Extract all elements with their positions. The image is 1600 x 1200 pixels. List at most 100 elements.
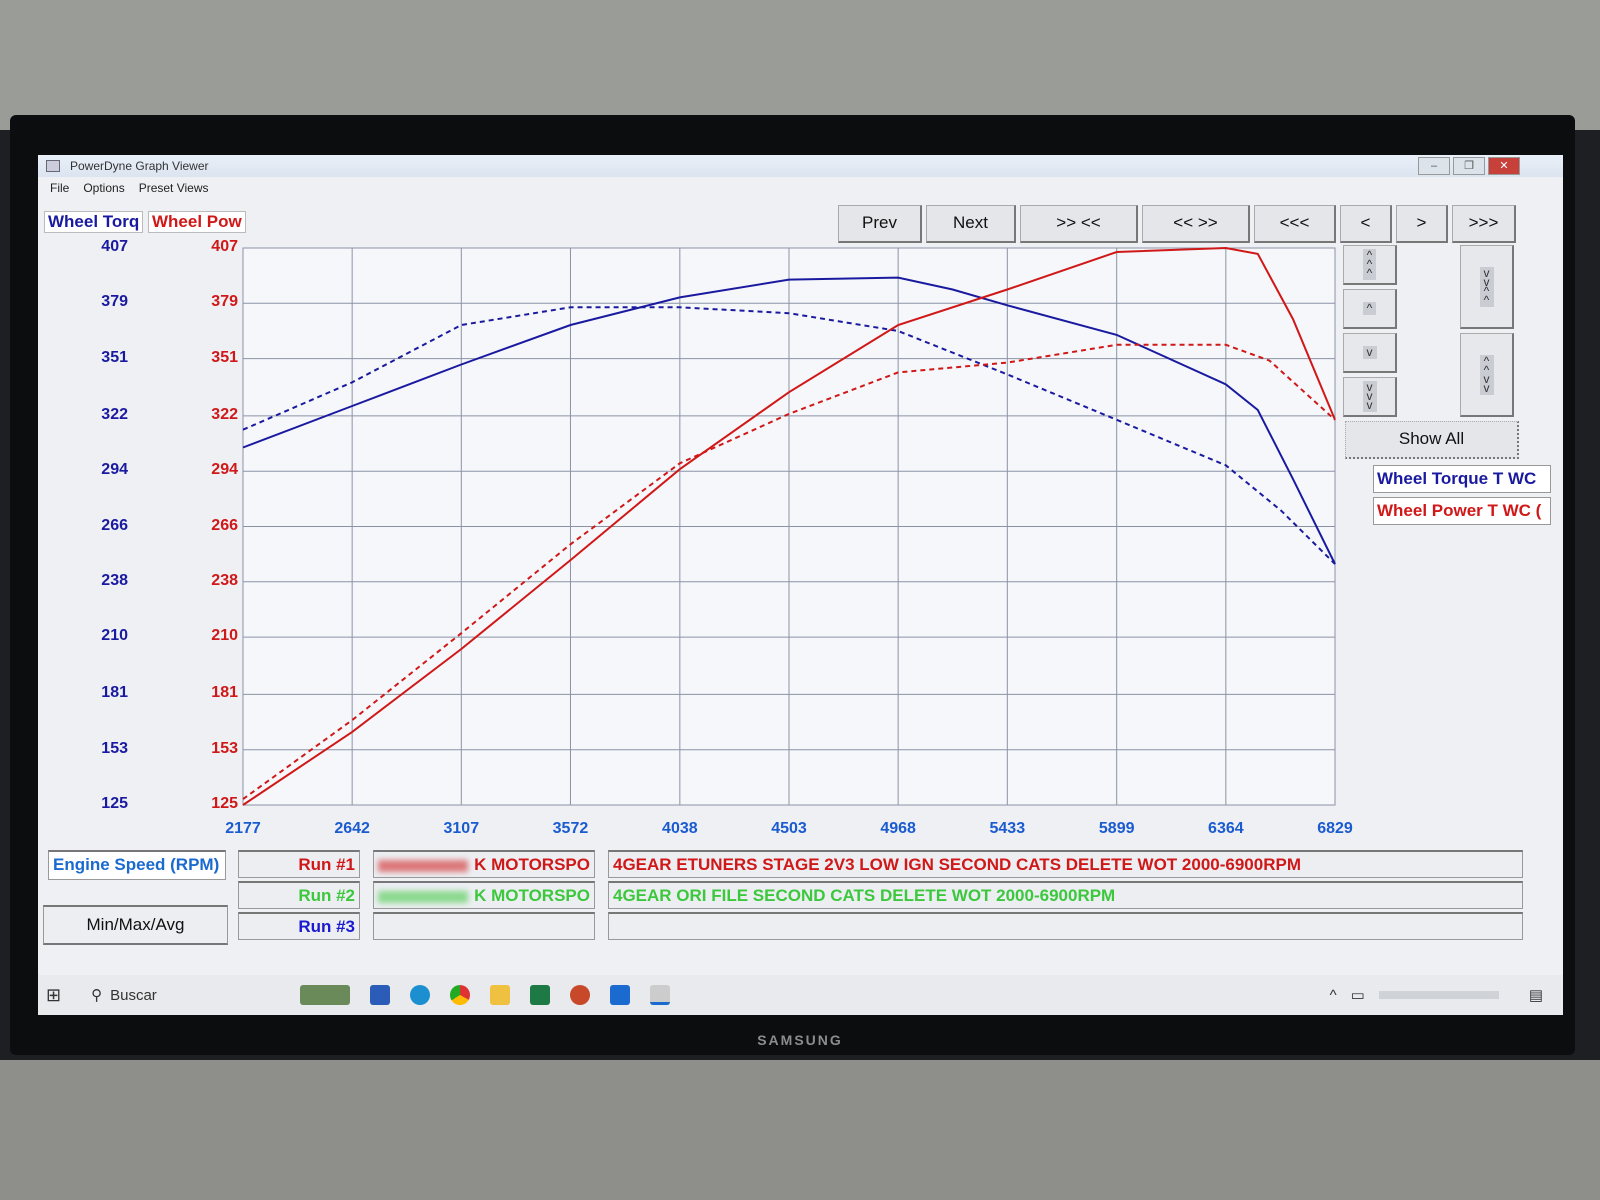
zoom-in-x-button[interactable]: >> << bbox=[1020, 205, 1138, 243]
scroll-far-left-button[interactable]: <<< bbox=[1254, 205, 1336, 243]
run-label[interactable]: Run #2 bbox=[238, 881, 360, 909]
background-desk bbox=[0, 1060, 1600, 1200]
legend-wheel-power[interactable]: Wheel Power T WC ( bbox=[1373, 497, 1551, 525]
legend-wheel-torque[interactable]: Wheel Torque T WC bbox=[1373, 465, 1551, 493]
search-highlight-icon bbox=[300, 985, 351, 1005]
menu-options[interactable]: Options bbox=[83, 181, 125, 195]
edge-icon[interactable] bbox=[410, 985, 431, 1005]
y-tick-right: 407 bbox=[211, 238, 238, 255]
x-tick: 4503 bbox=[771, 820, 807, 837]
y-tick-left: 351 bbox=[101, 348, 128, 366]
scroll-down-fast-button[interactable]: v v v bbox=[1343, 377, 1397, 417]
network-icon[interactable]: ▭ bbox=[1350, 987, 1365, 1004]
prev-button[interactable]: Prev bbox=[838, 205, 922, 243]
run-description[interactable] bbox=[608, 912, 1523, 940]
y-tick-left: 125 bbox=[101, 795, 128, 812]
scroll-left-button[interactable]: < bbox=[1340, 205, 1392, 243]
run-label[interactable]: Run #3 bbox=[238, 912, 360, 940]
y-tick-left: 379 bbox=[101, 293, 128, 311]
y-tick-left: 210 bbox=[101, 627, 128, 645]
outlook-icon[interactable] bbox=[610, 985, 631, 1005]
x-tick: 5899 bbox=[1098, 820, 1135, 837]
word-icon[interactable] bbox=[370, 985, 391, 1005]
run-description[interactable]: 4GEAR ORI FILE SECOND CATS DELETE WOT 20… bbox=[608, 881, 1523, 909]
scroll-far-right-button[interactable]: >>> bbox=[1452, 205, 1516, 243]
scroll-down-button[interactable]: v bbox=[1343, 333, 1397, 373]
series-line-1 bbox=[242, 306, 1336, 565]
y-tick-left: 294 bbox=[101, 461, 128, 479]
windows-start-icon[interactable]: ⊞ bbox=[46, 984, 62, 1005]
window-title: PowerDyne Graph Viewer bbox=[70, 159, 209, 173]
y-tick-right: 322 bbox=[211, 405, 238, 423]
x-tick: 6829 bbox=[1317, 820, 1353, 837]
min-max-avg-button[interactable]: Min/Max/Avg bbox=[43, 905, 228, 945]
scroll-up-fast-button[interactable]: ^ ^ ^ bbox=[1343, 245, 1397, 285]
y-tick-right: 125 bbox=[211, 795, 238, 812]
show-hidden-icons[interactable]: ^ bbox=[1329, 986, 1337, 1004]
y-tick-right: 351 bbox=[211, 348, 238, 366]
clock-blurred bbox=[1378, 991, 1499, 999]
y-tick-left: 238 bbox=[101, 571, 128, 589]
search-icon: ⚲ bbox=[91, 987, 103, 1004]
y-tick-right: 294 bbox=[211, 461, 238, 479]
menu-file[interactable]: File bbox=[50, 181, 70, 195]
series-line-2 bbox=[242, 246, 1336, 806]
redacted-name bbox=[378, 891, 468, 903]
excel-icon[interactable] bbox=[530, 985, 551, 1005]
x-axis-label[interactable]: Engine Speed (RPM) bbox=[48, 850, 226, 880]
left-axis-title[interactable]: Wheel Torq bbox=[44, 211, 144, 233]
y-tick-right: 210 bbox=[211, 627, 238, 645]
y-tick-right: 181 bbox=[211, 684, 238, 702]
y-tick-left: 407 bbox=[101, 238, 128, 255]
series-line-3 bbox=[242, 343, 1336, 800]
y-tick-left: 153 bbox=[101, 739, 128, 757]
x-tick: 2177 bbox=[225, 820, 261, 837]
y-tick-left: 181 bbox=[101, 684, 128, 702]
x-tick: 5433 bbox=[989, 820, 1026, 837]
taskbar: ⊞ ⚲ Buscar ^ ▭ ▤ bbox=[38, 975, 1563, 1015]
scroll-right-button[interactable]: > bbox=[1396, 205, 1448, 243]
notifications-icon[interactable]: ▤ bbox=[1528, 987, 1543, 1004]
powerpoint-icon[interactable] bbox=[570, 985, 591, 1005]
run-label[interactable]: Run #1 bbox=[238, 850, 360, 878]
title-bar: PowerDyne Graph Viewer bbox=[38, 155, 1563, 177]
monitor-brand: SAMSUNG bbox=[757, 1032, 843, 1048]
x-tick: 3107 bbox=[443, 820, 480, 837]
y-zoom-in-button[interactable]: v v ^ ^ bbox=[1460, 245, 1514, 329]
run-description[interactable]: 4GEAR ETUNERS STAGE 2V3 LOW IGN SECOND C… bbox=[608, 850, 1523, 878]
taskbar-search-input[interactable]: Buscar bbox=[110, 986, 157, 1004]
y-tick-left: 266 bbox=[101, 516, 128, 534]
scroll-up-button[interactable]: ^ bbox=[1343, 289, 1397, 329]
y-tick-right: 153 bbox=[211, 739, 238, 757]
series-line-0 bbox=[242, 276, 1336, 565]
x-tick: 4968 bbox=[880, 820, 916, 837]
zoom-out-x-button[interactable]: << >> bbox=[1142, 205, 1250, 243]
y-tick-left: 322 bbox=[101, 405, 128, 423]
y-tick-right: 266 bbox=[211, 516, 238, 534]
minimize-button[interactable]: – bbox=[1418, 157, 1450, 175]
x-tick: 3572 bbox=[552, 820, 589, 837]
dyno-chart bbox=[242, 246, 1336, 806]
restore-button[interactable]: ❐ bbox=[1453, 157, 1485, 175]
close-button[interactable]: ✕ bbox=[1488, 157, 1520, 175]
run-name[interactable]: K MOTORSPO bbox=[373, 850, 595, 878]
run-name[interactable] bbox=[373, 912, 595, 940]
redacted-name bbox=[378, 860, 468, 872]
chrome-icon[interactable] bbox=[450, 985, 471, 1005]
right-axis-title[interactable]: Wheel Pow bbox=[148, 211, 246, 233]
app-icon bbox=[46, 160, 60, 172]
file-explorer-icon[interactable] bbox=[490, 985, 511, 1005]
menu-bar: File Options Preset Views bbox=[38, 177, 1563, 199]
show-all-button[interactable]: Show All bbox=[1345, 421, 1519, 459]
y-zoom-out-button[interactable]: ^ ^ v v bbox=[1460, 333, 1514, 417]
y-tick-right: 238 bbox=[211, 571, 238, 589]
x-tick: 2642 bbox=[334, 820, 370, 837]
background-wall bbox=[0, 0, 1600, 130]
next-button[interactable]: Next bbox=[926, 205, 1016, 243]
app-window: PowerDyne Graph Viewer – ❐ ✕ File Option… bbox=[38, 155, 1563, 1015]
run-name[interactable]: K MOTORSPO bbox=[373, 881, 595, 909]
menu-preset-views[interactable]: Preset Views bbox=[138, 181, 209, 195]
powerdyne-app-icon[interactable] bbox=[650, 985, 671, 1005]
x-tick: 6364 bbox=[1208, 820, 1244, 837]
x-tick: 4038 bbox=[662, 820, 698, 837]
